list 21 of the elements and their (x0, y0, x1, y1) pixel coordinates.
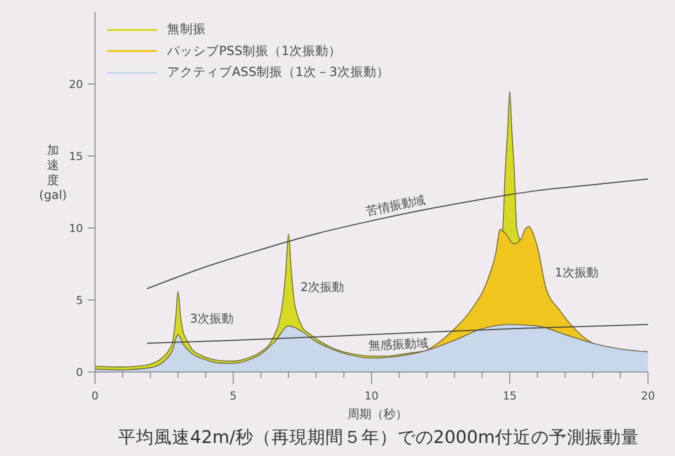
x-axis-title: 周期（秒） (346, 406, 408, 423)
y-tick-label: 15 (69, 150, 83, 163)
x-tick-label: 0 (92, 390, 98, 402)
y-tick-label: 10 (69, 222, 83, 235)
annotation: 2次振動 (300, 280, 344, 294)
series-label: 無感振動域 (368, 336, 428, 353)
x-tick-label: 15 (502, 390, 517, 402)
text: 平均風速42m/秒（再現期間５年）での2000m付近の予測振動量 (117, 427, 640, 449)
y-tick-label: 0 (76, 366, 83, 379)
x-tick-label: 5 (230, 390, 237, 402)
y-tick-label: 20 (69, 78, 83, 91)
legend-label: パッシブPSS制振（1次振動） (167, 42, 342, 60)
annotation: 1次振動 (554, 266, 599, 280)
legend-label: 無制振 (167, 21, 206, 38)
y-tick-label: 5 (76, 294, 83, 307)
x-tick-label: 20 (641, 390, 655, 402)
legend-label: アクティブASS制振（1次－3次振動） (167, 64, 390, 82)
text: 苦情振動域 (364, 192, 427, 219)
x-tick-label: 10 (364, 390, 378, 402)
y-axis-title: 加速度(gal) (39, 143, 67, 203)
annotation: 3次振動 (190, 312, 234, 326)
